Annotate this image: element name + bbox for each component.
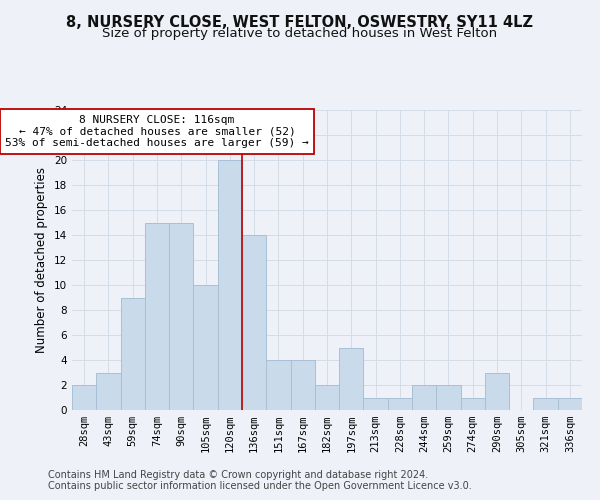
Text: 8, NURSERY CLOSE, WEST FELTON, OSWESTRY, SY11 4LZ: 8, NURSERY CLOSE, WEST FELTON, OSWESTRY,… bbox=[67, 15, 533, 30]
Bar bbox=[266, 360, 290, 410]
Bar bbox=[412, 385, 436, 410]
Text: 8 NURSERY CLOSE: 116sqm
← 47% of detached houses are smaller (52)
53% of semi-de: 8 NURSERY CLOSE: 116sqm ← 47% of detache… bbox=[5, 115, 309, 148]
Bar bbox=[461, 398, 485, 410]
Text: Contains HM Land Registry data © Crown copyright and database right 2024.: Contains HM Land Registry data © Crown c… bbox=[48, 470, 428, 480]
Text: Contains public sector information licensed under the Open Government Licence v3: Contains public sector information licen… bbox=[48, 481, 472, 491]
Bar bbox=[436, 385, 461, 410]
Bar bbox=[364, 398, 388, 410]
Bar bbox=[96, 372, 121, 410]
Bar bbox=[193, 285, 218, 410]
Bar bbox=[558, 398, 582, 410]
Bar bbox=[485, 372, 509, 410]
Bar bbox=[218, 160, 242, 410]
Bar bbox=[388, 398, 412, 410]
Text: Size of property relative to detached houses in West Felton: Size of property relative to detached ho… bbox=[103, 28, 497, 40]
Bar bbox=[145, 222, 169, 410]
Bar bbox=[169, 222, 193, 410]
Y-axis label: Number of detached properties: Number of detached properties bbox=[35, 167, 49, 353]
Bar bbox=[242, 235, 266, 410]
Bar bbox=[121, 298, 145, 410]
Bar bbox=[339, 348, 364, 410]
Bar bbox=[533, 398, 558, 410]
Bar bbox=[290, 360, 315, 410]
Bar bbox=[72, 385, 96, 410]
Bar bbox=[315, 385, 339, 410]
